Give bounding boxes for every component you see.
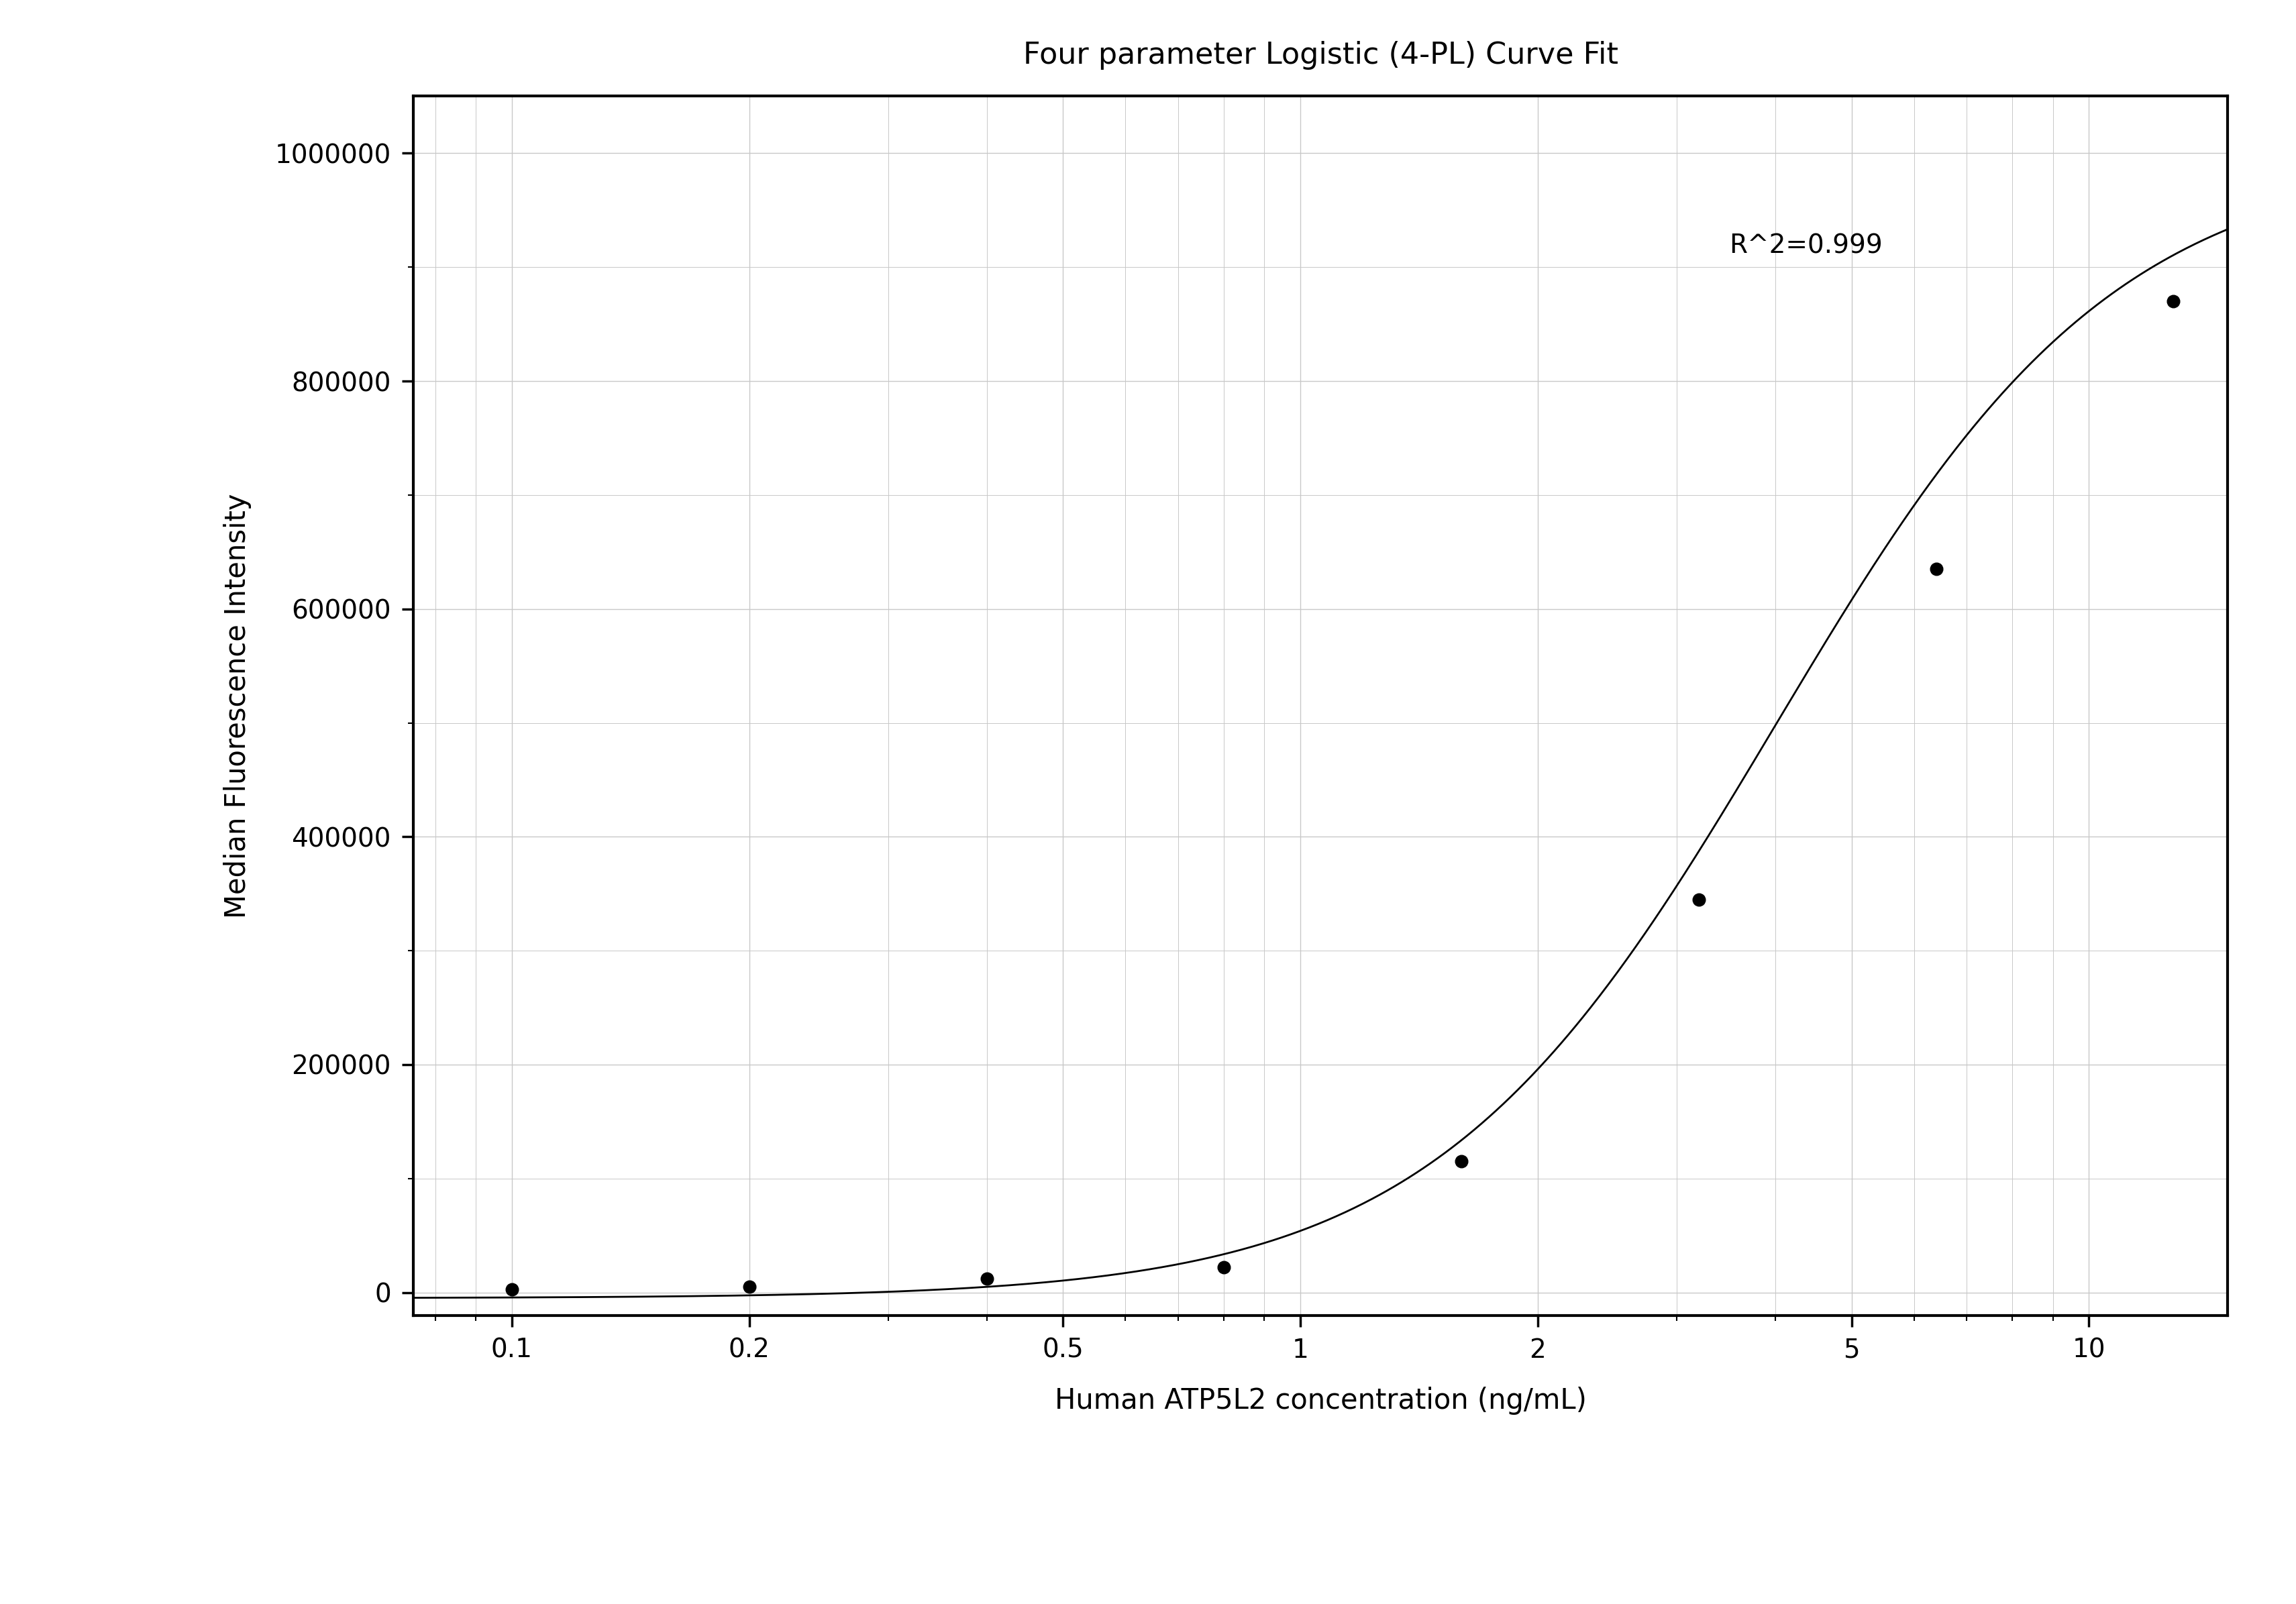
Point: [1681, 887, 1717, 913]
Point: [969, 1266, 1006, 1291]
Y-axis label: Median Fluorescence Intensity: Median Fluorescence Intensity: [223, 494, 250, 917]
X-axis label: Human ATP5L2 concentration (ng/mL): Human ATP5L2 concentration (ng/mL): [1054, 1386, 1587, 1415]
Title: Four parameter Logistic (4-PL) Curve Fit: Four parameter Logistic (4-PL) Curve Fit: [1022, 40, 1619, 69]
Text: R^2=0.999: R^2=0.999: [1729, 233, 1883, 258]
Point: [494, 1277, 530, 1302]
Point: [1917, 557, 1954, 582]
Point: [2154, 289, 2190, 314]
Point: [1205, 1254, 1242, 1280]
Point: [1442, 1148, 1479, 1174]
Point: [730, 1274, 767, 1299]
